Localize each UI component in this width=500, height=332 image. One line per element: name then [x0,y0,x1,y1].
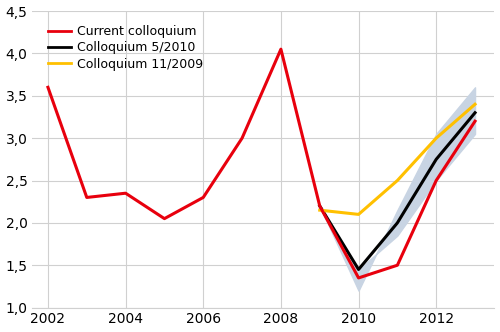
Legend: Current colloquium, Colloquium 5/2010, Colloquium 11/2009: Current colloquium, Colloquium 5/2010, C… [44,20,208,75]
